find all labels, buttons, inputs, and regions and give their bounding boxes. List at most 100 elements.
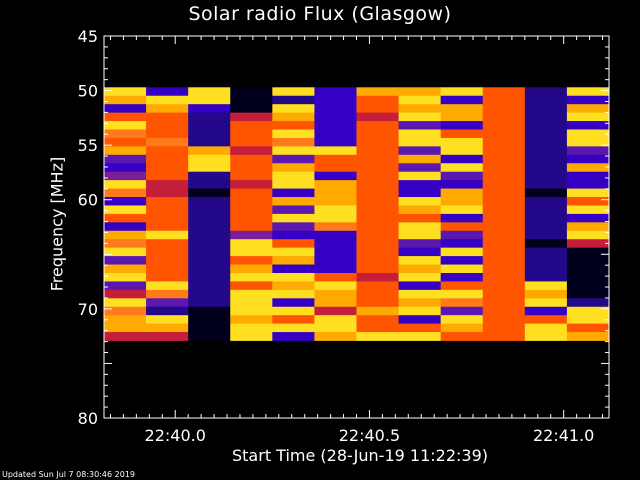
heatmap-cell <box>398 230 442 240</box>
heatmap-cell <box>482 137 526 147</box>
heatmap-cell <box>524 272 568 282</box>
heatmap-cell <box>356 137 399 147</box>
heatmap-cell <box>104 323 147 333</box>
x-tick-label: 22:40.0 <box>145 426 206 445</box>
heatmap-cell <box>356 323 399 333</box>
heatmap-cell <box>566 332 610 341</box>
heatmap-cell <box>230 197 273 206</box>
heatmap-cell <box>524 213 568 223</box>
heatmap-cell <box>566 171 610 181</box>
heatmap-cell <box>104 188 147 198</box>
heatmap-cell <box>524 87 568 97</box>
heatmap-cell <box>146 104 189 114</box>
heatmap-cell <box>314 306 357 316</box>
heatmap-cell <box>188 306 231 316</box>
heatmap-cell <box>104 306 147 316</box>
heatmap-cell <box>314 332 357 341</box>
heatmap-cell <box>146 222 189 232</box>
heatmap-cell <box>566 222 610 232</box>
heatmap-cell <box>566 146 610 156</box>
heatmap-cell <box>356 256 399 265</box>
heatmap-cell <box>188 281 231 291</box>
heatmap-cell <box>440 197 484 206</box>
heatmap-cell <box>314 323 357 333</box>
heatmap-cell <box>482 87 526 97</box>
heatmap-cell <box>104 95 147 105</box>
heatmap-cell <box>440 87 484 97</box>
heatmap-cell <box>524 188 568 198</box>
heatmap-cell <box>314 222 357 232</box>
heatmap-cell <box>188 256 231 265</box>
heatmap-cell <box>104 272 147 282</box>
heatmap-cell <box>272 264 315 274</box>
heatmap-cell <box>440 112 484 122</box>
heatmap-cell <box>482 171 526 181</box>
heatmap-cell <box>356 222 399 232</box>
heatmap-cell <box>356 306 399 316</box>
heatmap-cell <box>188 272 231 282</box>
heatmap-cell <box>482 222 526 232</box>
heatmap-cell <box>314 239 357 249</box>
heatmap-cell <box>104 239 147 249</box>
heatmap-cell <box>104 264 147 274</box>
heatmap-cell <box>356 171 399 181</box>
heatmap-cell <box>314 272 357 282</box>
heatmap-cell <box>482 129 526 139</box>
heatmap-cell <box>440 146 484 156</box>
heatmap-cell <box>482 230 526 240</box>
heatmap-cell <box>230 332 273 341</box>
heatmap-cell <box>314 289 357 299</box>
heatmap-cell <box>524 197 568 206</box>
heatmap-cell <box>188 264 231 274</box>
heatmap-cells <box>104 87 610 341</box>
heatmap-cell <box>230 239 273 249</box>
heatmap-cell <box>272 146 315 156</box>
heatmap-cell <box>104 289 147 299</box>
heatmap-cell <box>566 213 610 223</box>
heatmap-cell <box>566 95 610 105</box>
heatmap-cell <box>104 129 147 139</box>
heatmap-cell <box>398 298 442 308</box>
heatmap-cell <box>440 154 484 164</box>
heatmap-cell <box>482 272 526 282</box>
heatmap-cell <box>440 298 484 308</box>
heatmap-cell <box>146 154 189 164</box>
y-tick-label: 45 <box>78 27 98 46</box>
heatmap-cell <box>230 163 273 173</box>
heatmap-cell <box>566 315 610 325</box>
heatmap-cell <box>482 332 526 341</box>
heatmap-cell <box>482 213 526 223</box>
heatmap-cell <box>314 121 357 130</box>
heatmap-cell <box>356 154 399 164</box>
heatmap-cell <box>146 112 189 122</box>
heatmap-cell <box>398 104 442 114</box>
heatmap-cell <box>314 87 357 97</box>
heatmap-cell <box>398 154 442 164</box>
heatmap-cell <box>524 332 568 341</box>
heatmap-cell <box>314 264 357 274</box>
heatmap-cell <box>440 306 484 316</box>
heatmap-cell <box>398 205 442 215</box>
heatmap-cell <box>146 239 189 249</box>
heatmap-cell <box>188 112 231 122</box>
heatmap-cell <box>230 188 273 198</box>
heatmap-cell <box>356 112 399 122</box>
heatmap-cell <box>524 171 568 181</box>
heatmap-cell <box>440 230 484 240</box>
heatmap-cell <box>440 323 484 333</box>
heatmap-cell <box>440 104 484 114</box>
heatmap-cell <box>356 87 399 97</box>
heatmap-cell <box>440 163 484 173</box>
heatmap-cell <box>356 315 399 325</box>
heatmap-cell <box>104 222 147 232</box>
heatmap-cell <box>188 146 231 156</box>
heatmap-cell <box>230 213 273 223</box>
heatmap-cell <box>398 197 442 206</box>
heatmap-cell <box>314 230 357 240</box>
heatmap-cell <box>188 315 231 325</box>
heatmap-cell <box>440 205 484 215</box>
heatmap-cell <box>146 205 189 215</box>
heatmap-cell <box>440 272 484 282</box>
heatmap-cell <box>272 256 315 265</box>
heatmap-cell <box>188 247 231 257</box>
